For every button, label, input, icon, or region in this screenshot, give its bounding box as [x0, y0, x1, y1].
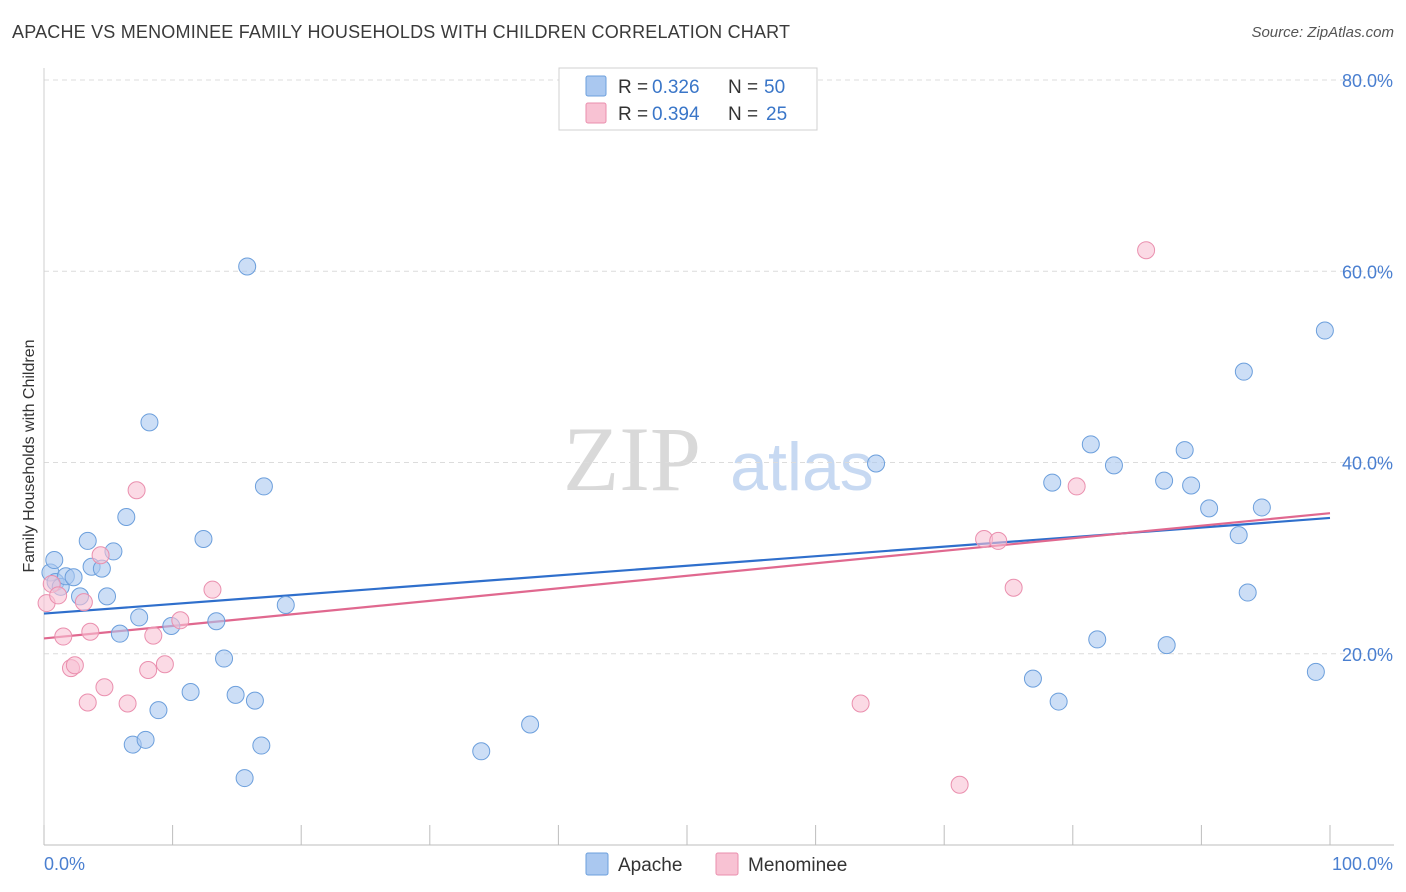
axes — [43, 68, 1394, 846]
apache-point-13 — [117, 508, 136, 527]
menominee-point-10 — [95, 678, 114, 697]
menominee-point-24 — [1137, 241, 1156, 260]
y-tick-label-60: 60.0% — [1342, 262, 1393, 282]
apache-point-42 — [1175, 441, 1194, 460]
apache-point-24 — [226, 685, 245, 704]
legend-n-value-menominee: 25 — [766, 104, 787, 125]
apache-point-23 — [215, 649, 234, 668]
legend-r-label-apache: R = — [618, 77, 648, 98]
apache-point-49 — [1306, 662, 1325, 681]
menominee-point-12 — [127, 481, 146, 500]
legend-swatch-apache — [585, 75, 607, 97]
apache-point-39 — [1104, 456, 1123, 475]
legend-r-label-menominee: R = — [618, 104, 648, 125]
apache-point-48 — [1252, 498, 1271, 517]
menominee-point-2 — [49, 586, 68, 605]
series-swatch-menominee — [715, 852, 739, 876]
menominee-point-5 — [65, 656, 84, 675]
watermark-atlas: atlas — [730, 429, 874, 505]
menominee-point-13 — [139, 661, 158, 680]
apache-point-45 — [1229, 526, 1248, 545]
series-swatch-apache — [585, 852, 609, 876]
y-tick-label-80: 80.0% — [1342, 71, 1393, 91]
apache-point-36 — [1049, 692, 1068, 711]
menominee-point-3 — [54, 627, 73, 646]
apache-point-28 — [252, 736, 271, 755]
apache-point-33 — [867, 454, 886, 473]
trend-lines — [43, 512, 1331, 640]
menominee-point-19 — [950, 775, 969, 794]
apache-point-7 — [78, 531, 97, 550]
apache-point-22 — [207, 612, 226, 631]
apache-point-21 — [194, 530, 213, 548]
apache-point-30 — [276, 595, 295, 614]
apache-point-26 — [238, 257, 257, 276]
y-tick-label-20: 20.0% — [1342, 645, 1393, 665]
menominee-point-21 — [989, 531, 1008, 550]
legend-r-value-menominee: 0.394 — [652, 104, 700, 125]
apache-point-50 — [1315, 321, 1334, 340]
series-label-menominee: Menominee — [748, 855, 847, 876]
apache-point-29 — [254, 477, 273, 496]
apache-point-25 — [235, 769, 254, 788]
apache-point-16 — [136, 730, 155, 749]
apache-point-20 — [181, 683, 200, 701]
source-credit: Source: ZipAtlas.com — [1251, 24, 1394, 41]
legend-r-value-apache: 0.326 — [652, 77, 700, 98]
menominee-point-16 — [171, 611, 190, 630]
menominee-point-8 — [81, 622, 100, 641]
gridlines — [44, 79, 1394, 655]
apache-point-31 — [472, 742, 491, 761]
apache-point-10 — [98, 587, 117, 606]
data-points — [37, 241, 1334, 794]
menominee-point-9 — [91, 546, 110, 565]
apache-point-37 — [1081, 435, 1100, 454]
apache-point-35 — [1043, 473, 1062, 492]
apache-point-34 — [1023, 669, 1042, 688]
chart-title: APACHE VS MENOMINEE FAMILY HOUSEHOLDS WI… — [12, 22, 791, 42]
menominee-point-7 — [78, 693, 97, 712]
apache-point-15 — [130, 608, 149, 627]
apache-point-1 — [45, 551, 64, 570]
menominee-point-23 — [1067, 477, 1086, 496]
series-label-apache: Apache — [618, 855, 682, 876]
apache-point-44 — [1200, 499, 1219, 518]
apache-point-46 — [1234, 362, 1253, 381]
menominee-trend-line — [43, 512, 1331, 640]
apache-point-40 — [1155, 471, 1174, 490]
legend-n-label-menominee: N = — [728, 104, 758, 125]
apache-point-32 — [521, 715, 540, 734]
apache-point-17 — [140, 413, 159, 432]
menominee-point-22 — [1004, 578, 1023, 597]
tick-labels: 20.0% 40.0% 60.0% 80.0% 0.0% 100.0% — [44, 71, 1393, 874]
menominee-point-17 — [203, 580, 222, 599]
x-tick-label-100: 100.0% — [1332, 854, 1393, 874]
legend-n-label-apache: N = — [728, 77, 758, 98]
menominee-point-11 — [118, 694, 137, 713]
apache-point-18 — [149, 701, 168, 720]
apache-point-47 — [1238, 583, 1257, 602]
menominee-point-14 — [144, 626, 163, 645]
menominee-point-6 — [74, 593, 93, 612]
apache-point-41 — [1157, 636, 1176, 655]
menominee-point-18 — [851, 694, 870, 713]
apache-point-38 — [1088, 630, 1107, 649]
apache-point-43 — [1182, 476, 1201, 495]
y-tick-label-40: 40.0% — [1342, 454, 1393, 474]
series-legend: Apache Menominee — [585, 852, 847, 876]
legend-swatch-menominee — [585, 102, 607, 124]
watermark-zip: ZIP — [563, 408, 701, 510]
menominee-point-15 — [155, 655, 174, 674]
y-axis-label: Family Households with Children — [21, 340, 38, 573]
apache-point-27 — [245, 691, 264, 710]
apache-point-12 — [110, 624, 129, 643]
correlation-legend: R = 0.326 N = 50 R = 0.394 N = 25 — [558, 67, 818, 131]
apache-point-5 — [64, 568, 83, 587]
x-tick-label-0: 0.0% — [44, 854, 85, 874]
legend-n-value-apache: 50 — [764, 77, 785, 98]
